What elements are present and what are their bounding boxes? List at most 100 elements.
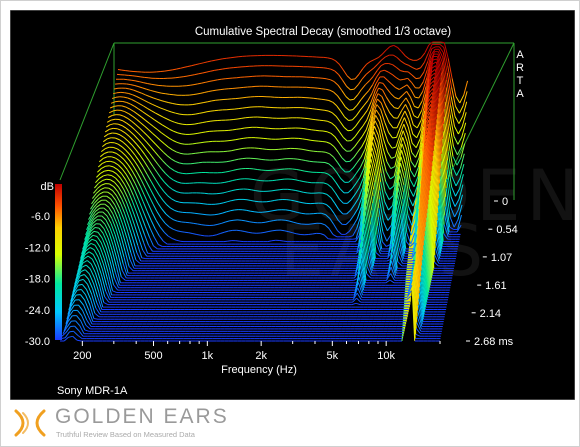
slice-segment bbox=[97, 231, 103, 239]
slice-segment bbox=[455, 178, 461, 187]
decay-slice bbox=[110, 58, 465, 176]
slice-segment bbox=[448, 141, 454, 167]
slice-segment bbox=[411, 251, 417, 259]
slice-segment bbox=[402, 130, 408, 142]
slice-segment bbox=[212, 234, 217, 237]
slice-segment bbox=[84, 230, 90, 240]
slice-segment bbox=[262, 148, 267, 150]
slice-segment bbox=[394, 181, 400, 207]
slice-segment bbox=[385, 96, 391, 104]
slice-segment bbox=[322, 141, 327, 143]
slice-segment bbox=[109, 183, 114, 187]
slice-segment bbox=[437, 103, 443, 147]
slice-segment bbox=[299, 180, 304, 183]
slice-segment bbox=[197, 132, 202, 134]
slice-segment bbox=[359, 158, 365, 168]
slice-segment bbox=[356, 216, 362, 229]
slice-segment bbox=[383, 211, 389, 221]
slice-segment bbox=[143, 131, 148, 137]
slice-segment bbox=[302, 202, 307, 204]
slice-segment bbox=[88, 234, 94, 240]
slice-segment bbox=[322, 130, 328, 133]
slice-segment bbox=[164, 222, 170, 228]
slice-segment bbox=[430, 175, 436, 249]
slice-segment bbox=[322, 192, 328, 195]
slice-segment bbox=[323, 120, 328, 122]
slice-segment bbox=[78, 262, 84, 272]
slice-segment bbox=[131, 99, 136, 102]
slice-segment bbox=[370, 96, 376, 111]
slice-segment bbox=[430, 72, 436, 77]
slice-segment bbox=[144, 125, 149, 130]
slice-segment bbox=[122, 164, 128, 170]
slice-segment bbox=[177, 132, 182, 135]
slice-segment bbox=[154, 228, 160, 236]
slice-segment bbox=[386, 267, 392, 279]
slice-segment bbox=[415, 175, 421, 205]
slice-segment bbox=[302, 138, 307, 140]
slice-segment bbox=[396, 118, 402, 129]
slice-segment bbox=[111, 96, 117, 99]
slice-segment bbox=[119, 182, 124, 190]
slice-segment bbox=[135, 101, 140, 105]
slice-segment bbox=[125, 244, 131, 260]
slice-segment bbox=[112, 151, 117, 154]
slice-segment bbox=[365, 211, 371, 239]
slice-segment bbox=[308, 233, 313, 235]
slice-segment bbox=[215, 203, 220, 205]
slice-segment bbox=[87, 284, 93, 295]
slice-segment bbox=[384, 113, 390, 123]
slice-segment bbox=[437, 205, 443, 247]
slice-segment bbox=[435, 129, 441, 184]
slice-segment bbox=[200, 141, 205, 144]
slice-segment bbox=[127, 164, 133, 172]
slice-segment bbox=[231, 139, 236, 141]
slice-segment bbox=[113, 146, 118, 150]
slice-segment bbox=[393, 166, 399, 187]
slice-segment bbox=[159, 140, 165, 145]
slice-segment bbox=[68, 310, 74, 317]
slice-segment bbox=[178, 172, 183, 174]
slice-segment bbox=[393, 236, 399, 262]
slice-segment bbox=[154, 112, 160, 116]
slice-segment bbox=[456, 224, 462, 233]
slice-segment bbox=[288, 220, 294, 223]
slice-segment bbox=[393, 188, 399, 215]
slice-segment bbox=[370, 224, 376, 262]
slice-segment bbox=[86, 231, 92, 240]
slice-segment bbox=[421, 265, 427, 308]
slice-segment bbox=[115, 177, 120, 183]
slice-segment bbox=[361, 247, 367, 281]
slice-segment bbox=[93, 283, 99, 298]
slice-segment bbox=[432, 155, 438, 221]
slice-segment bbox=[292, 168, 297, 170]
slice-segment bbox=[367, 187, 373, 211]
slice-segment bbox=[406, 149, 412, 171]
slice-segment bbox=[388, 195, 394, 200]
slice-segment bbox=[174, 210, 179, 213]
slice-segment bbox=[396, 206, 402, 227]
slice-segment bbox=[91, 258, 97, 268]
slice-segment bbox=[361, 139, 367, 147]
slice-segment bbox=[87, 314, 93, 325]
slice-segment bbox=[390, 206, 396, 235]
slice-segment bbox=[423, 152, 429, 205]
slice-segment bbox=[97, 163, 103, 168]
slice-segment bbox=[171, 238, 177, 241]
slice-segment bbox=[104, 169, 109, 172]
slice-segment bbox=[174, 121, 179, 124]
slice-segment bbox=[298, 137, 303, 140]
slice-segment bbox=[365, 126, 370, 140]
slice-segment bbox=[89, 268, 95, 279]
slice-segment bbox=[129, 259, 135, 269]
slice-segment bbox=[382, 221, 388, 231]
slice-segment bbox=[290, 199, 295, 202]
slice-segment bbox=[303, 181, 308, 183]
slice-segment bbox=[121, 230, 127, 245]
slice-segment bbox=[387, 151, 392, 159]
slice-segment bbox=[77, 334, 83, 340]
slice-segment bbox=[426, 135, 432, 181]
slice-segment bbox=[352, 162, 358, 169]
slice-segment bbox=[447, 151, 453, 177]
slice-segment bbox=[300, 169, 305, 172]
